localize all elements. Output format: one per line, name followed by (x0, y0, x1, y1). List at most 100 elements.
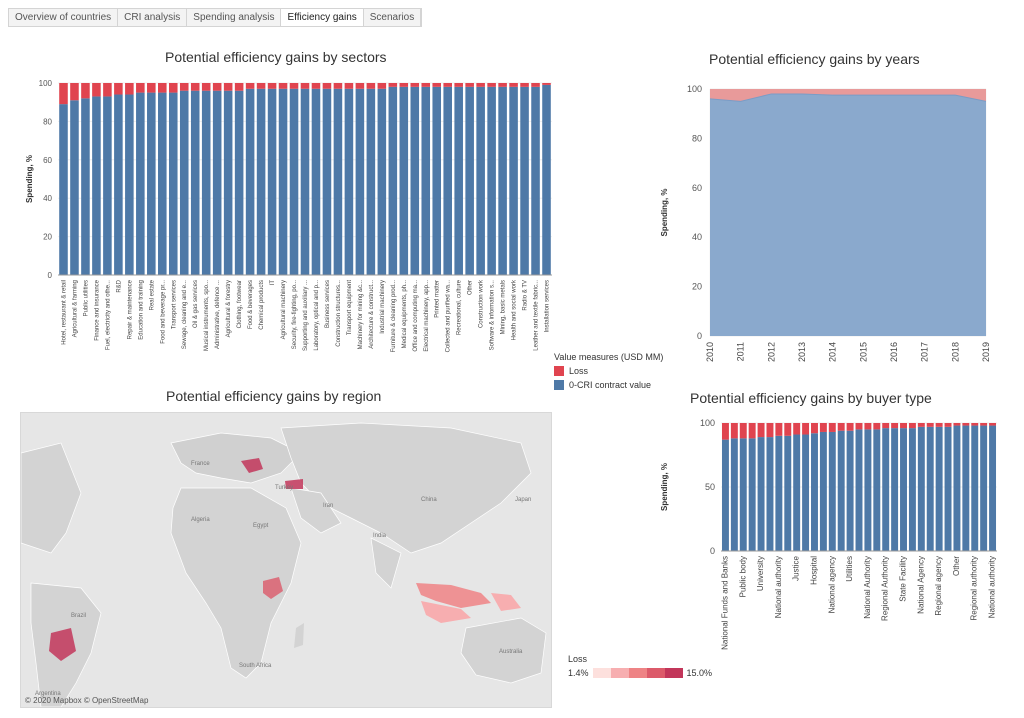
bar-loss (520, 83, 529, 87)
x-tick-label: Supporting and auxiliary ... (303, 280, 309, 351)
x-tick-label: R&D (116, 279, 122, 292)
x-tick-label: Chemical products (259, 280, 265, 330)
bar-loss (190, 83, 200, 91)
bar-loss (377, 83, 387, 89)
map-label-argentina: Argentina (35, 691, 61, 697)
bar-base (837, 430, 845, 551)
x-tick-label: Administrative, defence ... (215, 280, 221, 349)
bar-base (828, 431, 836, 551)
bar-base (953, 425, 961, 551)
x-tick-label: National authority (988, 556, 997, 618)
bar-base (443, 86, 452, 275)
bar-base (855, 429, 863, 551)
bar-loss (59, 83, 68, 105)
tab-spending-analysis[interactable]: Spending analysis (187, 9, 282, 26)
x-tick-label: Transport equipment (347, 280, 353, 335)
bar-base (935, 426, 943, 551)
y-tick-label: 100 (700, 418, 715, 428)
bar-loss (256, 83, 266, 89)
tab-efficiency-gains[interactable]: Efficiency gains (281, 9, 364, 26)
bar-base (158, 92, 167, 275)
bar-loss (891, 423, 899, 429)
bar-loss (333, 83, 343, 89)
bar-base (900, 428, 907, 551)
x-tick-label: National agency (827, 556, 836, 613)
bar-loss (399, 83, 409, 87)
region-map-title: Potential efficiency gains by region (166, 388, 382, 404)
map-label-iran: Iran (323, 503, 334, 509)
buyer-chart-title: Potential efficiency gains by buyer type (690, 390, 932, 406)
bar-loss (802, 423, 810, 435)
bar-loss (498, 83, 507, 87)
y-tick-label: 40 (43, 194, 52, 203)
bar-base (989, 425, 997, 551)
legend-item-loss[interactable]: Loss (554, 366, 663, 376)
bar-base (432, 86, 442, 275)
bar-base (542, 84, 551, 275)
bar-base (333, 88, 343, 275)
bar-base (289, 88, 299, 275)
bar-loss (784, 423, 792, 436)
tab-scenarios[interactable]: Scenarios (364, 9, 422, 26)
y-axis-label: Spending, % (660, 463, 669, 511)
y-tick-label: 0 (697, 331, 702, 341)
x-tick-label: Printed matter (435, 280, 441, 318)
bar-base (757, 437, 765, 551)
bar-loss (953, 423, 961, 426)
x-tick-label: Transport services (171, 280, 177, 329)
y-tick-label: 60 (43, 156, 52, 165)
bar-loss (245, 83, 255, 89)
x-tick-label: Fuel, electricity and othe... (105, 280, 111, 350)
x-tick-label: Regional Authority (881, 556, 890, 621)
bar-loss (757, 423, 765, 438)
bar-loss (476, 83, 485, 87)
legend-item-base[interactable]: 0-CRI contract value (554, 380, 663, 390)
bar-base (819, 431, 827, 551)
y-tick-label: 100 (687, 84, 702, 94)
x-tick-label: Education and training (138, 280, 144, 340)
bar-loss (864, 423, 872, 430)
loss-gradient: 1.4% 15.0% (568, 668, 712, 678)
bar-loss (721, 423, 729, 440)
x-tick-label: Industrial machinery (380, 280, 386, 334)
x-tick-label: 2016 (889, 342, 899, 362)
bar-loss (908, 423, 916, 429)
dashboard-tabs: Overview of countries CRI analysis Spend… (8, 8, 423, 27)
x-tick-label: Architecture & construct... (369, 280, 375, 349)
sectors-chart-title: Potential efficiency gains by sectors (165, 49, 387, 65)
bar-base (212, 90, 222, 276)
bar-base (168, 92, 178, 275)
value-measures-legend: Value measures (USD MM) Loss 0-CRI contr… (554, 352, 663, 390)
y-tick-label: 0 (48, 271, 53, 280)
bar-base (498, 86, 507, 275)
region-map[interactable]: France Turkey Iran China Japan Algeria E… (20, 412, 552, 708)
x-tick-label: Software & information s... (490, 280, 496, 351)
bar-loss (344, 83, 354, 89)
bar-loss (443, 83, 452, 87)
tab-cri-analysis[interactable]: CRI analysis (118, 9, 188, 26)
x-tick-label: Mining, basic metals (501, 280, 507, 334)
bar-base (410, 86, 420, 275)
map-label-japan: Japan (515, 497, 532, 503)
bar-base (267, 88, 277, 275)
bar-base (802, 434, 810, 551)
x-tick-label: National Agency (916, 556, 925, 614)
buyer-chart: 0 50 100 Spending, % National Funds and Bank… (660, 418, 997, 650)
x-tick-label: Public body (738, 556, 747, 597)
x-tick-label: Agricultural & forestry (226, 280, 232, 337)
bar-loss (811, 423, 818, 434)
bar-base (962, 425, 970, 551)
x-tick-label: Agricultural machinery (281, 280, 287, 339)
bar-base (730, 438, 738, 551)
bar-loss (103, 83, 112, 97)
bar-loss (980, 423, 988, 426)
tab-overview-of-countries[interactable]: Overview of countries (9, 9, 119, 26)
map-attribution[interactable]: © 2020 Mapbox © OpenStreetMap (25, 696, 149, 705)
x-tick-label: 2013 (797, 342, 807, 362)
legend-swatch-base (554, 380, 564, 390)
x-tick-label: Finance and insurance (94, 279, 100, 340)
bar-loss (147, 83, 156, 93)
x-tick-label: Collected and purified wa... (446, 280, 452, 353)
bar-loss (766, 423, 774, 438)
y-axis-label: Spending, % (25, 155, 34, 203)
